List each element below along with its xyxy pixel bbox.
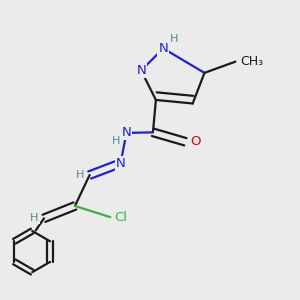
Text: H: H — [30, 213, 39, 223]
Text: N: N — [158, 42, 168, 55]
Text: Cl: Cl — [115, 211, 128, 224]
Text: N: N — [122, 126, 131, 140]
Text: O: O — [190, 135, 201, 148]
Text: H: H — [112, 136, 121, 146]
Text: H: H — [76, 170, 84, 180]
Text: N: N — [116, 157, 125, 170]
Text: H: H — [170, 34, 178, 44]
Text: N: N — [136, 64, 146, 77]
Text: CH₃: CH₃ — [241, 55, 264, 68]
